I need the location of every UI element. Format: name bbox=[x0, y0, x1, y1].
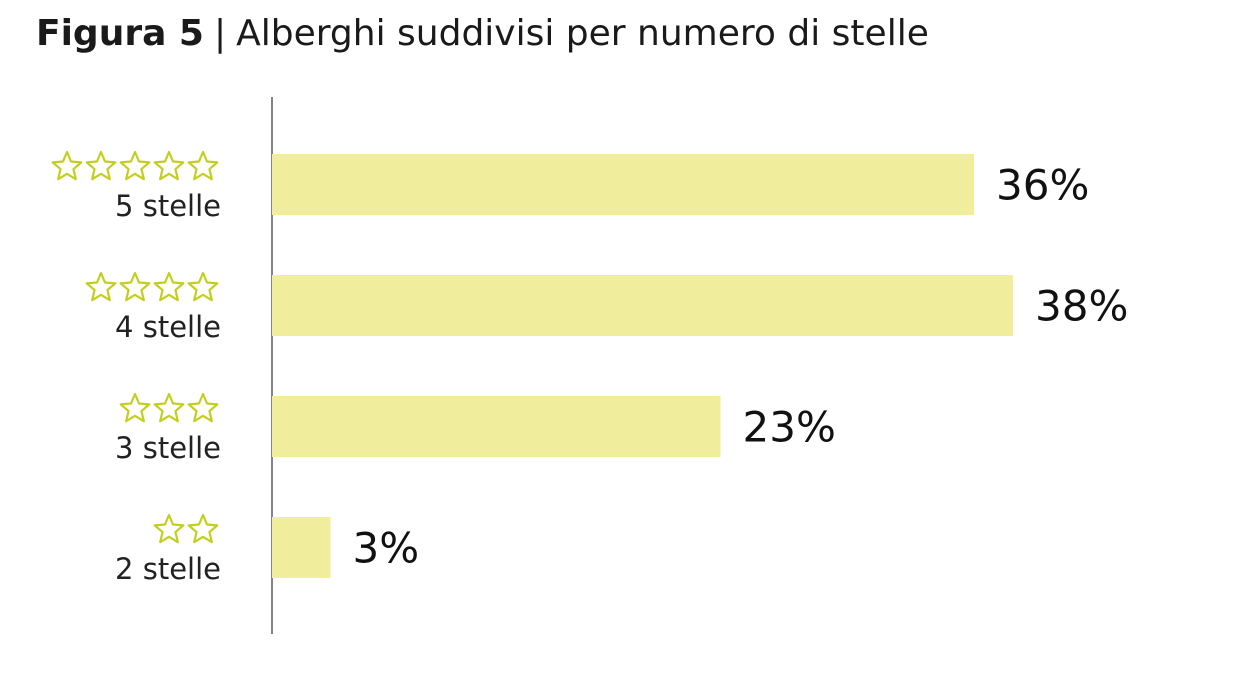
star-icon bbox=[187, 150, 219, 181]
title-separator: | bbox=[213, 13, 227, 54]
star-icon bbox=[51, 150, 83, 181]
value-label: 3% bbox=[353, 524, 420, 573]
category-label: 5 stelle bbox=[115, 189, 221, 223]
star-icon bbox=[187, 513, 219, 544]
star-icon bbox=[187, 271, 219, 302]
bar-2-stelle bbox=[272, 517, 331, 578]
title-text: Alberghi suddivisi per numero di stelle bbox=[236, 13, 929, 54]
star-icon bbox=[153, 271, 185, 302]
star-icon bbox=[187, 392, 219, 423]
value-label: 38% bbox=[1035, 282, 1128, 331]
bar-3-stelle bbox=[272, 396, 721, 457]
star-icon bbox=[153, 392, 185, 423]
bar-4-stelle bbox=[272, 275, 1013, 336]
figure-label: Figura 5 bbox=[36, 13, 204, 54]
star-icon bbox=[153, 150, 185, 181]
star-icon bbox=[119, 150, 151, 181]
value-label: 23% bbox=[743, 403, 836, 452]
star-icon bbox=[85, 150, 117, 181]
star-icon bbox=[119, 271, 151, 302]
category-label: 2 stelle bbox=[115, 552, 221, 586]
star-icon bbox=[119, 392, 151, 423]
category-label: 4 stelle bbox=[115, 310, 221, 344]
bar-5-stelle bbox=[272, 154, 974, 215]
value-label: 36% bbox=[996, 161, 1089, 210]
star-icon bbox=[85, 271, 117, 302]
category-label: 3 stelle bbox=[115, 431, 221, 465]
star-icon bbox=[153, 513, 185, 544]
chart-title: Figura 5 | Alberghi suddivisi per numero d… bbox=[36, 10, 929, 58]
